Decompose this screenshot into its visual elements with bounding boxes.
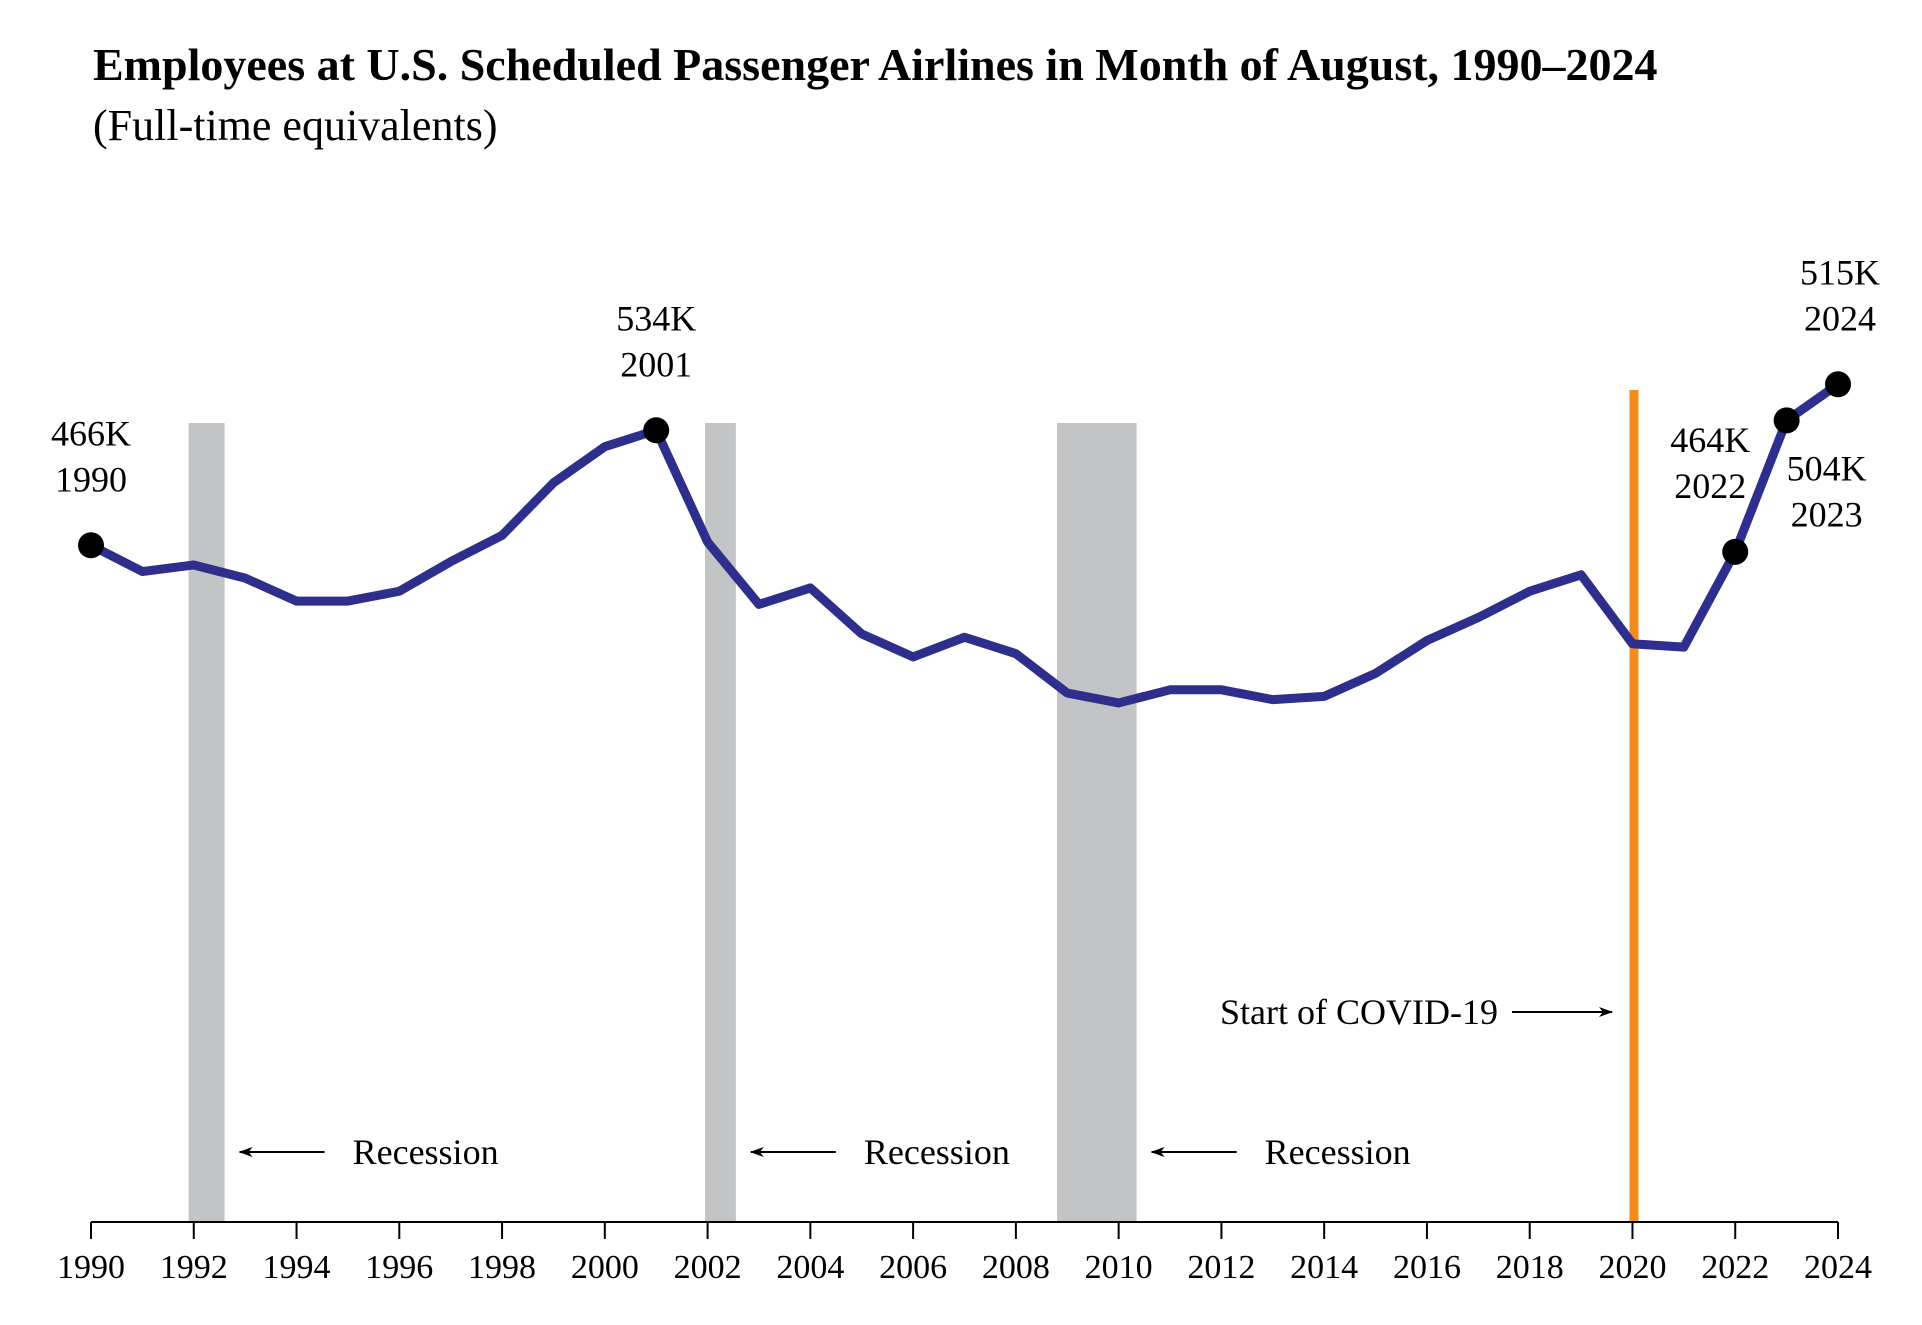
chart-subtitle: (Full-time equivalents)	[93, 101, 498, 150]
x-tick-label-2024: 2024	[1804, 1249, 1872, 1286]
x-tick-label-1994: 1994	[263, 1249, 331, 1286]
x-tick-label-2018: 2018	[1496, 1249, 1564, 1286]
x-tick-label-2010: 2010	[1085, 1249, 1153, 1286]
recession-bands	[188, 423, 1137, 1222]
x-tick-label-1998: 1998	[468, 1249, 536, 1286]
year-label-2022: 2022	[1674, 466, 1746, 506]
value-label-2001: 534K	[616, 298, 696, 338]
recession-band-3	[1056, 423, 1137, 1222]
point-2024	[1825, 371, 1851, 398]
recession-label-3: Recession	[1265, 1132, 1411, 1172]
x-tick-label-2014: 2014	[1290, 1249, 1358, 1286]
x-tick-label-2020: 2020	[1598, 1249, 1666, 1286]
point-1990	[78, 532, 104, 559]
series-line-1	[86, 379, 1843, 708]
x-tick-label-2022: 2022	[1701, 1249, 1769, 1286]
series-layer	[86, 379, 1843, 708]
recession-label-2: Recession	[864, 1132, 1010, 1172]
point-2023	[1773, 407, 1800, 434]
covid-marker: Start of COVID-19	[1220, 390, 1639, 1222]
point-2001	[643, 417, 670, 444]
x-tick-label-2012: 2012	[1187, 1249, 1255, 1286]
x-tick-label-2000: 2000	[571, 1249, 639, 1286]
year-label-1990: 1990	[55, 459, 127, 499]
x-tick-label-2008: 2008	[982, 1249, 1050, 1286]
recession-label-1: Recession	[353, 1132, 499, 1172]
x-tick-label-1990: 1990	[57, 1249, 125, 1286]
covid-label: Start of COVID-19	[1220, 992, 1498, 1032]
value-label-2022: 464K	[1670, 420, 1750, 460]
chart-title: Employees at U.S. Scheduled Passenger Ai…	[93, 39, 1658, 90]
year-label-2023: 2023	[1791, 494, 1863, 534]
value-label-1990: 466K	[51, 413, 131, 453]
highlight-points	[78, 371, 1851, 565]
value-label-2024: 515K	[1800, 252, 1880, 292]
x-tick-label-2006: 2006	[879, 1249, 947, 1286]
x-tick-label-1996: 1996	[365, 1249, 433, 1286]
value-label-2023: 504K	[1787, 448, 1867, 488]
recession-band-1	[188, 423, 225, 1222]
year-label-2001: 2001	[620, 344, 692, 384]
x-tick-label-2002: 2002	[674, 1249, 742, 1286]
point-2022	[1722, 538, 1749, 565]
data-labels: Recession Recession Recession 466K 1990 534K 2…	[51, 252, 1880, 1172]
x-tick-label-1992: 1992	[160, 1249, 228, 1286]
x-tick-label-2016: 2016	[1393, 1249, 1461, 1286]
year-label-2024: 2024	[1804, 298, 1876, 338]
x-tick-label-2004: 2004	[776, 1249, 844, 1286]
x-axis: 1990 1992 1994 1996 1998 2000 2002 2004 2006 2008…	[57, 1221, 1872, 1286]
